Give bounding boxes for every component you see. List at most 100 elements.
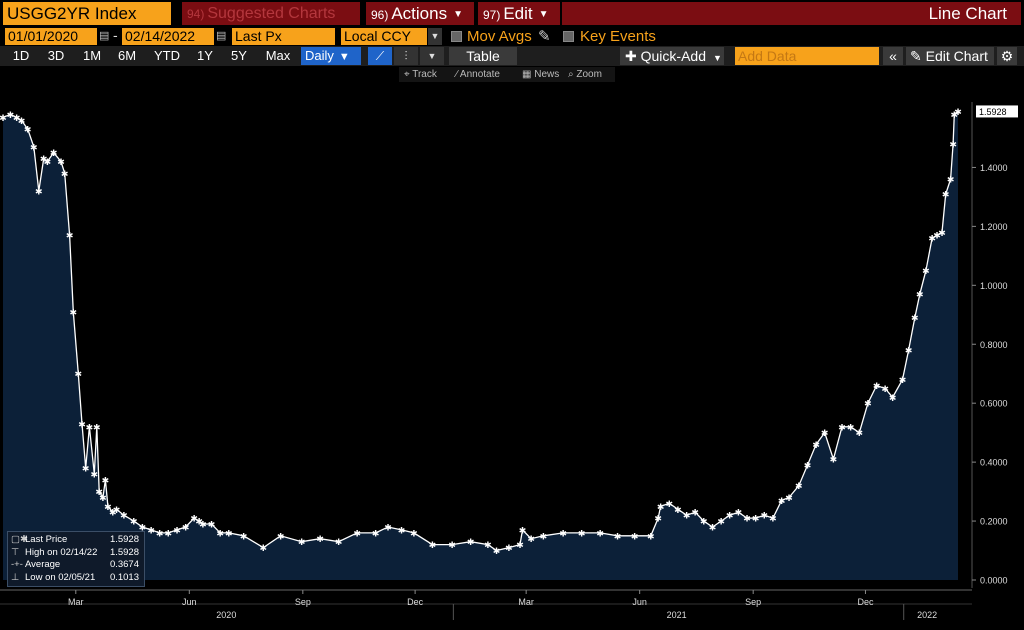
bar-chart-icon[interactable]: ⫶ [394, 47, 418, 65]
quick-add-button[interactable]: ✚ Quick-Add ▼ [620, 47, 724, 65]
data-point: ✱ [82, 465, 90, 475]
data-point: ✱ [35, 188, 43, 198]
track-tool[interactable]: ⌖ Track [404, 67, 437, 82]
date-range-separator: - [113, 27, 118, 43]
legend-last-price-value: 1.5928 [109, 534, 139, 545]
start-date-input[interactable]: 01/01/2020 [5, 28, 97, 45]
data-point: ✱ [130, 518, 138, 528]
data-point: ✱ [838, 423, 846, 433]
timeframe-ytd[interactable]: YTD [154, 48, 180, 63]
x-tick-label: Jun [632, 597, 647, 607]
timeframe-1m[interactable]: 1M [82, 48, 102, 63]
period-select[interactable]: Daily ▼ [301, 47, 361, 65]
last-value-label: 1.5928 [979, 107, 1007, 117]
data-point: ✱ [298, 538, 306, 548]
timeframe-1d[interactable]: 1D [12, 48, 30, 63]
data-point: ✱ [99, 494, 107, 504]
calendar-icon[interactable]: ▤ [99, 30, 110, 42]
x-tick-label: Dec [407, 597, 424, 607]
news-tool[interactable]: ▦ News [522, 67, 559, 82]
chart-legend[interactable]: ▢✱ Last Price 1.5928 ⊤ High on 02/14/22 1.59… [7, 531, 145, 587]
edit-menu-button[interactable]: 97) Edit ▼ [478, 2, 560, 25]
data-point: ✱ [614, 532, 622, 542]
average-icon: -+- [11, 559, 23, 570]
data-point: ✱ [24, 126, 32, 136]
data-point: ✱ [182, 524, 190, 534]
data-point: ✱ [398, 526, 406, 536]
news-label: News [534, 69, 560, 80]
timeframe-3d[interactable]: 3D [47, 48, 65, 63]
quick-add-label: Quick-Add [640, 48, 706, 64]
timeframe-6m[interactable]: 6M [117, 48, 137, 63]
actions-menu-button[interactable]: 96) Actions ▼ [366, 2, 474, 25]
data-point: ✱ [260, 544, 268, 554]
chevron-down-icon[interactable]: ▼ [420, 47, 444, 65]
data-point: ✱ [448, 541, 456, 551]
edit-number: 97) [483, 8, 501, 22]
data-point: ✱ [830, 456, 838, 466]
pencil-icon[interactable]: ✎ [538, 28, 551, 45]
data-point: ✱ [120, 512, 128, 522]
key-events-checkbox[interactable] [563, 31, 574, 42]
data-point: ✱ [873, 382, 881, 392]
data-point: ✱ [559, 529, 567, 539]
data-point: ✱ [30, 143, 38, 153]
legend-last-price-label: Last Price [25, 534, 68, 545]
data-point: ✱ [954, 108, 962, 118]
data-point: ✱ [195, 518, 203, 528]
edit-chart-button[interactable]: ✎ Edit Chart [906, 47, 994, 65]
data-point: ✱ [928, 235, 936, 245]
magnifier-icon: ⌕ [568, 69, 577, 80]
timeframe-max[interactable]: Max [265, 48, 291, 63]
period-label: Daily [305, 48, 334, 63]
timeframe-5y[interactable]: 5Y [231, 48, 247, 63]
end-date-input[interactable]: 02/14/2022 [122, 28, 214, 45]
table-button[interactable]: Table [449, 47, 517, 65]
data-point: ✱ [240, 532, 248, 542]
add-data-input[interactable] [735, 47, 879, 65]
data-point: ✱ [316, 535, 324, 545]
line-chart[interactable]: ✱ ✱✱✱✱✱✱✱✱✱✱✱✱✱✱✱✱✱✱✱✱✱✱✱✱✱✱✱✱ ✱ ✱ ✱ ✱ ✱✱✱✱ ✱✱ ✱… [0, 82, 1024, 630]
data-point: ✱ [905, 347, 913, 357]
data-point: ✱ [691, 509, 699, 519]
legend-low-label: Low on 02/05/21 [25, 571, 96, 583]
data-point: ✱ [795, 482, 803, 492]
data-point: ✱ [647, 532, 655, 542]
data-point: ✱ [942, 191, 950, 201]
data-point: ✱ [372, 529, 380, 539]
line-chart-icon[interactable]: ⟋ [368, 47, 392, 65]
data-point: ✱ [657, 503, 665, 513]
price-field-select[interactable]: Last Px [232, 28, 335, 45]
actions-label: Actions [391, 4, 448, 23]
chart-tools-bar [399, 67, 615, 82]
legend-high: ⊤ High on 02/14/22 1.5928 [11, 547, 141, 560]
data-point: ✱ [596, 529, 604, 539]
data-point: ✱ [277, 532, 285, 542]
series-line [2, 110, 959, 552]
data-point: ✱ [933, 232, 941, 242]
mov-avgs-checkbox[interactable] [451, 31, 462, 42]
data-point: ✱ [769, 515, 777, 525]
calendar-icon[interactable]: ▤ [216, 30, 227, 42]
data-point: ✱ [683, 512, 691, 522]
data-point: ✱ [666, 500, 674, 510]
legend-average: -+- Average 0.3674 [11, 559, 141, 572]
suggested-charts-button[interactable]: 94) Suggested Charts [182, 2, 360, 25]
collapse-icon[interactable]: « [883, 47, 903, 65]
gear-icon[interactable]: ⚙ [997, 47, 1017, 65]
timeframe-1y[interactable]: 1Y [197, 48, 213, 63]
currency-select[interactable]: Local CCY [341, 28, 427, 45]
x-tick-label: Jun [182, 597, 197, 607]
data-point: ✱ [938, 229, 946, 239]
data-point: ✱ [93, 423, 101, 433]
data-point: ✱ [50, 149, 58, 159]
data-point: ✱ [889, 394, 897, 404]
zoom-tool[interactable]: ⌕ Zoom [568, 67, 602, 82]
edit-label: Edit [503, 4, 533, 23]
data-point: ✱ [44, 158, 52, 168]
ticker-field[interactable]: USGG2YR Index [3, 2, 171, 25]
data-point: ✱ [335, 538, 343, 548]
annotate-tool[interactable]: ∕ Annotate [456, 67, 500, 82]
chevron-down-icon[interactable]: ▼ [428, 28, 442, 45]
data-point: ✱ [0, 114, 7, 124]
